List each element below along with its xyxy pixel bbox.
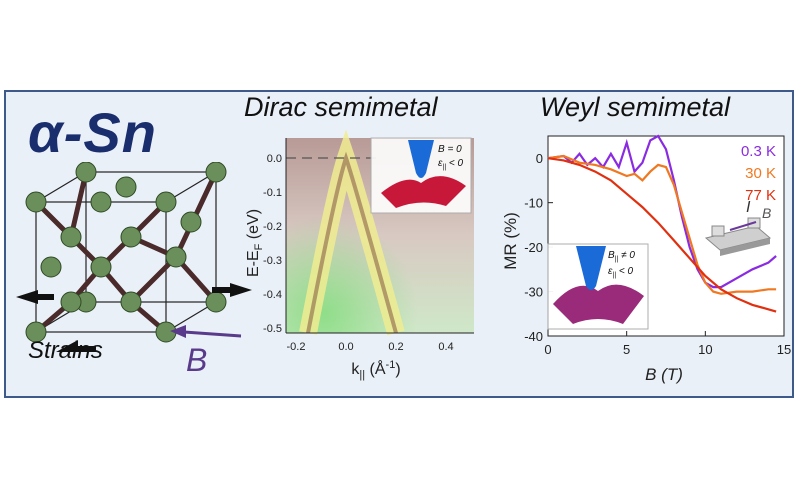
ytick-0: 0.0 <box>267 153 282 165</box>
mr-ytick-label-2: -20 <box>524 240 543 255</box>
ytick-3: -0.3 <box>263 255 282 267</box>
mr-ytick-label-4: -40 <box>524 329 543 344</box>
mr-xtick-label-2: 10 <box>698 342 712 357</box>
weyl-cone <box>576 246 606 290</box>
inset-b-zero: B = 0 <box>438 144 462 155</box>
dirac-title: Dirac semimetal <box>244 92 438 122</box>
device-label-i: I <box>746 199 751 216</box>
y-tick-labels: 0.0 -0.1 -0.2 -0.3 -0.4 -0.5 <box>263 153 282 335</box>
mr-xtick-label-1: 5 <box>623 342 630 357</box>
mr-ylabel: MR (%) <box>501 212 520 270</box>
ytick-2: -0.2 <box>263 221 282 233</box>
weyl-inset: B|| ≠ 0 ε|| < 0 <box>547 243 649 330</box>
inset-strain: ε|| < 0 <box>438 158 463 171</box>
dirac-inset: B = 0 ε|| < 0 <box>370 137 472 214</box>
weyl-title: Weyl semimetal <box>540 92 731 122</box>
ytick-4: -0.4 <box>263 289 282 301</box>
device-sketch: I B <box>704 199 771 256</box>
ytick-5: -0.5 <box>263 323 282 335</box>
mr-ytick-label-0: 0 <box>536 151 543 166</box>
mr-xtick-label-0: 0 <box>544 342 551 357</box>
material-title: α-Sn <box>28 101 157 164</box>
b-field-label: B <box>186 342 208 378</box>
mr-legend: 0.3 K 30 K 77 K <box>741 143 776 204</box>
b-field-arrow <box>170 325 242 338</box>
ytick-1: -0.1 <box>263 187 282 199</box>
xtick-2: 0.2 <box>388 341 403 353</box>
mr-chart: 0 5 10 15 0 -10 -20 -30 -40 0.3 K 30 K 77 K MR (%)… <box>501 134 791 384</box>
mr-series-line-2 <box>547 157 777 313</box>
dirac-ylabel: E-EF (eV) <box>246 209 265 277</box>
mr-xlabel: B (T) <box>645 365 683 384</box>
weyl-surface <box>553 284 644 324</box>
dirac-xlabel: k|| (Å-1) <box>351 359 400 381</box>
mr-legend-entry-0: 0.3 K <box>741 143 776 160</box>
device-label-b: B <box>762 205 771 221</box>
mr-ytick-label-3: -30 <box>524 285 543 300</box>
xtick-1: 0.0 <box>338 341 353 353</box>
mr-ytick-label-1: -10 <box>524 196 543 211</box>
xtick-0: -0.2 <box>287 341 306 353</box>
xtick-3: 0.4 <box>438 341 453 353</box>
strain-arrows <box>16 283 252 352</box>
valence-surface <box>381 176 466 208</box>
mr-xtick-label-3: 15 <box>777 342 791 357</box>
inset-b-parallel: B|| ≠ 0 <box>608 250 635 263</box>
mr-legend-entry-2: 77 K <box>745 187 776 204</box>
inset-strain-weyl: ε|| < 0 <box>608 266 633 279</box>
arpes-chart: 0.0 -0.1 -0.2 -0.3 -0.4 -0.5 -0.2 0.0 0.… <box>246 129 474 381</box>
crystal-structure-illustration <box>16 162 252 352</box>
conduction-cone <box>408 140 434 178</box>
strains-label: Strains <box>28 337 103 364</box>
mr-legend-entry-1: 30 K <box>745 165 776 182</box>
x-tick-labels: -0.2 0.0 0.2 0.4 <box>287 341 454 353</box>
mr-plot-area: 0 5 10 15 0 -10 -20 -30 -40 <box>524 134 791 357</box>
atoms <box>25 162 227 343</box>
figure-panel: α-Sn <box>4 90 794 398</box>
